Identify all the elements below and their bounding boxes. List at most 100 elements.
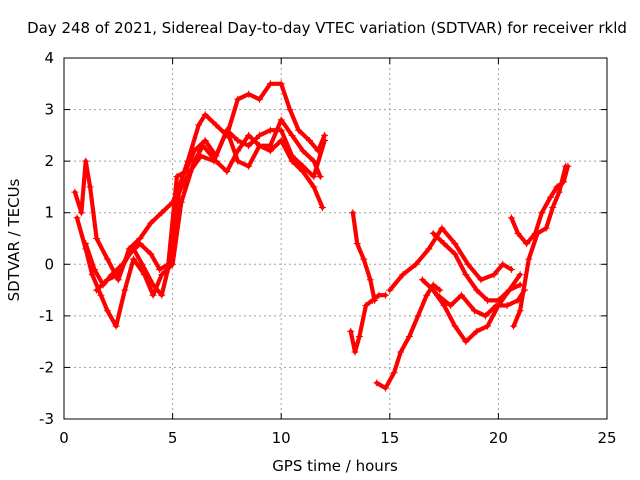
data-point [381, 291, 389, 299]
data-point [436, 286, 444, 294]
data-point [490, 271, 498, 279]
data-point [130, 255, 138, 263]
y-tick-label: 4 [44, 49, 54, 67]
data-point [451, 322, 459, 330]
y-tick-label: -3 [39, 410, 54, 428]
data-point [318, 204, 326, 212]
data-point [451, 240, 459, 248]
data-point [149, 281, 157, 289]
data-point [349, 209, 357, 217]
data-point [197, 152, 205, 160]
data-point [82, 240, 90, 248]
series-trace [74, 117, 323, 329]
data-point [429, 286, 437, 294]
data-point [414, 312, 422, 320]
data-point [321, 137, 329, 145]
y-axis-label: SDTVAR / TECUs [5, 178, 23, 301]
data-point [245, 142, 253, 150]
data-point [164, 260, 172, 268]
data-point [299, 162, 307, 170]
data-point [147, 219, 155, 227]
data-series [71, 80, 572, 392]
data-point [223, 167, 231, 175]
data-point [510, 322, 518, 330]
x-tick-label: 5 [168, 429, 178, 447]
data-point [310, 173, 318, 181]
chart-title: Day 248 of 2021, Sidereal Day-to-day VTE… [27, 19, 627, 37]
data-point [360, 255, 368, 263]
data-point [471, 307, 479, 315]
data-point [503, 302, 511, 310]
data-point [288, 152, 296, 160]
data-point [97, 291, 105, 299]
data-point [210, 157, 218, 165]
data-point [499, 260, 507, 268]
data-point [564, 162, 572, 170]
data-point [158, 291, 166, 299]
data-point [457, 291, 465, 299]
x-tick-label: 20 [489, 429, 508, 447]
data-point [147, 250, 155, 258]
data-point [103, 307, 111, 315]
data-point [125, 250, 133, 258]
x-tick-label: 10 [272, 429, 291, 447]
y-tick-label: 3 [44, 101, 54, 119]
data-point [447, 302, 455, 310]
data-point [399, 271, 407, 279]
data-point [397, 348, 405, 356]
data-point [112, 322, 120, 330]
data-point [381, 384, 389, 392]
data-point [277, 116, 285, 124]
series-sat-f [347, 291, 389, 356]
data-point [523, 240, 531, 248]
data-point [299, 147, 307, 155]
data-point [195, 121, 203, 129]
data-point [277, 80, 285, 88]
data-point [473, 327, 481, 335]
data-point [440, 302, 448, 310]
data-point [514, 229, 522, 237]
data-point [93, 235, 101, 242]
data-point [316, 173, 324, 181]
data-point [212, 152, 220, 160]
data-point [555, 188, 563, 196]
y-tick-label: -1 [39, 307, 54, 325]
data-point [547, 193, 555, 201]
data-point [549, 204, 557, 212]
data-point [182, 167, 190, 175]
data-point [310, 157, 318, 165]
plot-frame [63, 57, 608, 420]
data-point [507, 214, 515, 222]
data-point [362, 302, 370, 310]
data-point [412, 260, 420, 268]
data-point [429, 229, 437, 237]
data-point [138, 260, 146, 268]
data-point [425, 245, 433, 253]
data-point [286, 106, 294, 114]
data-point [234, 95, 242, 103]
data-point [255, 142, 263, 150]
y-tick-label: 1 [44, 204, 54, 222]
series-sat-j [429, 229, 524, 304]
axis-ticks: 0 5 10 15 20 25 -3 -2 -1 0 1 2 3 4 [39, 49, 617, 447]
data-point [277, 126, 285, 134]
data-point [136, 240, 144, 248]
series-sat-h [386, 224, 515, 294]
data-point [553, 183, 561, 191]
data-point [295, 126, 303, 134]
data-point [266, 80, 274, 88]
y-tick-label: -2 [39, 358, 54, 376]
data-point [477, 276, 485, 284]
data-point [351, 348, 359, 356]
data-point [173, 173, 181, 181]
data-point [114, 271, 122, 279]
data-point [484, 322, 492, 330]
data-point [438, 224, 446, 232]
data-point [368, 296, 376, 304]
x-tick-label: 0 [59, 429, 69, 447]
data-point [266, 147, 274, 155]
data-point [373, 379, 381, 387]
y-tick-label: 0 [44, 255, 54, 273]
data-point [86, 183, 94, 191]
